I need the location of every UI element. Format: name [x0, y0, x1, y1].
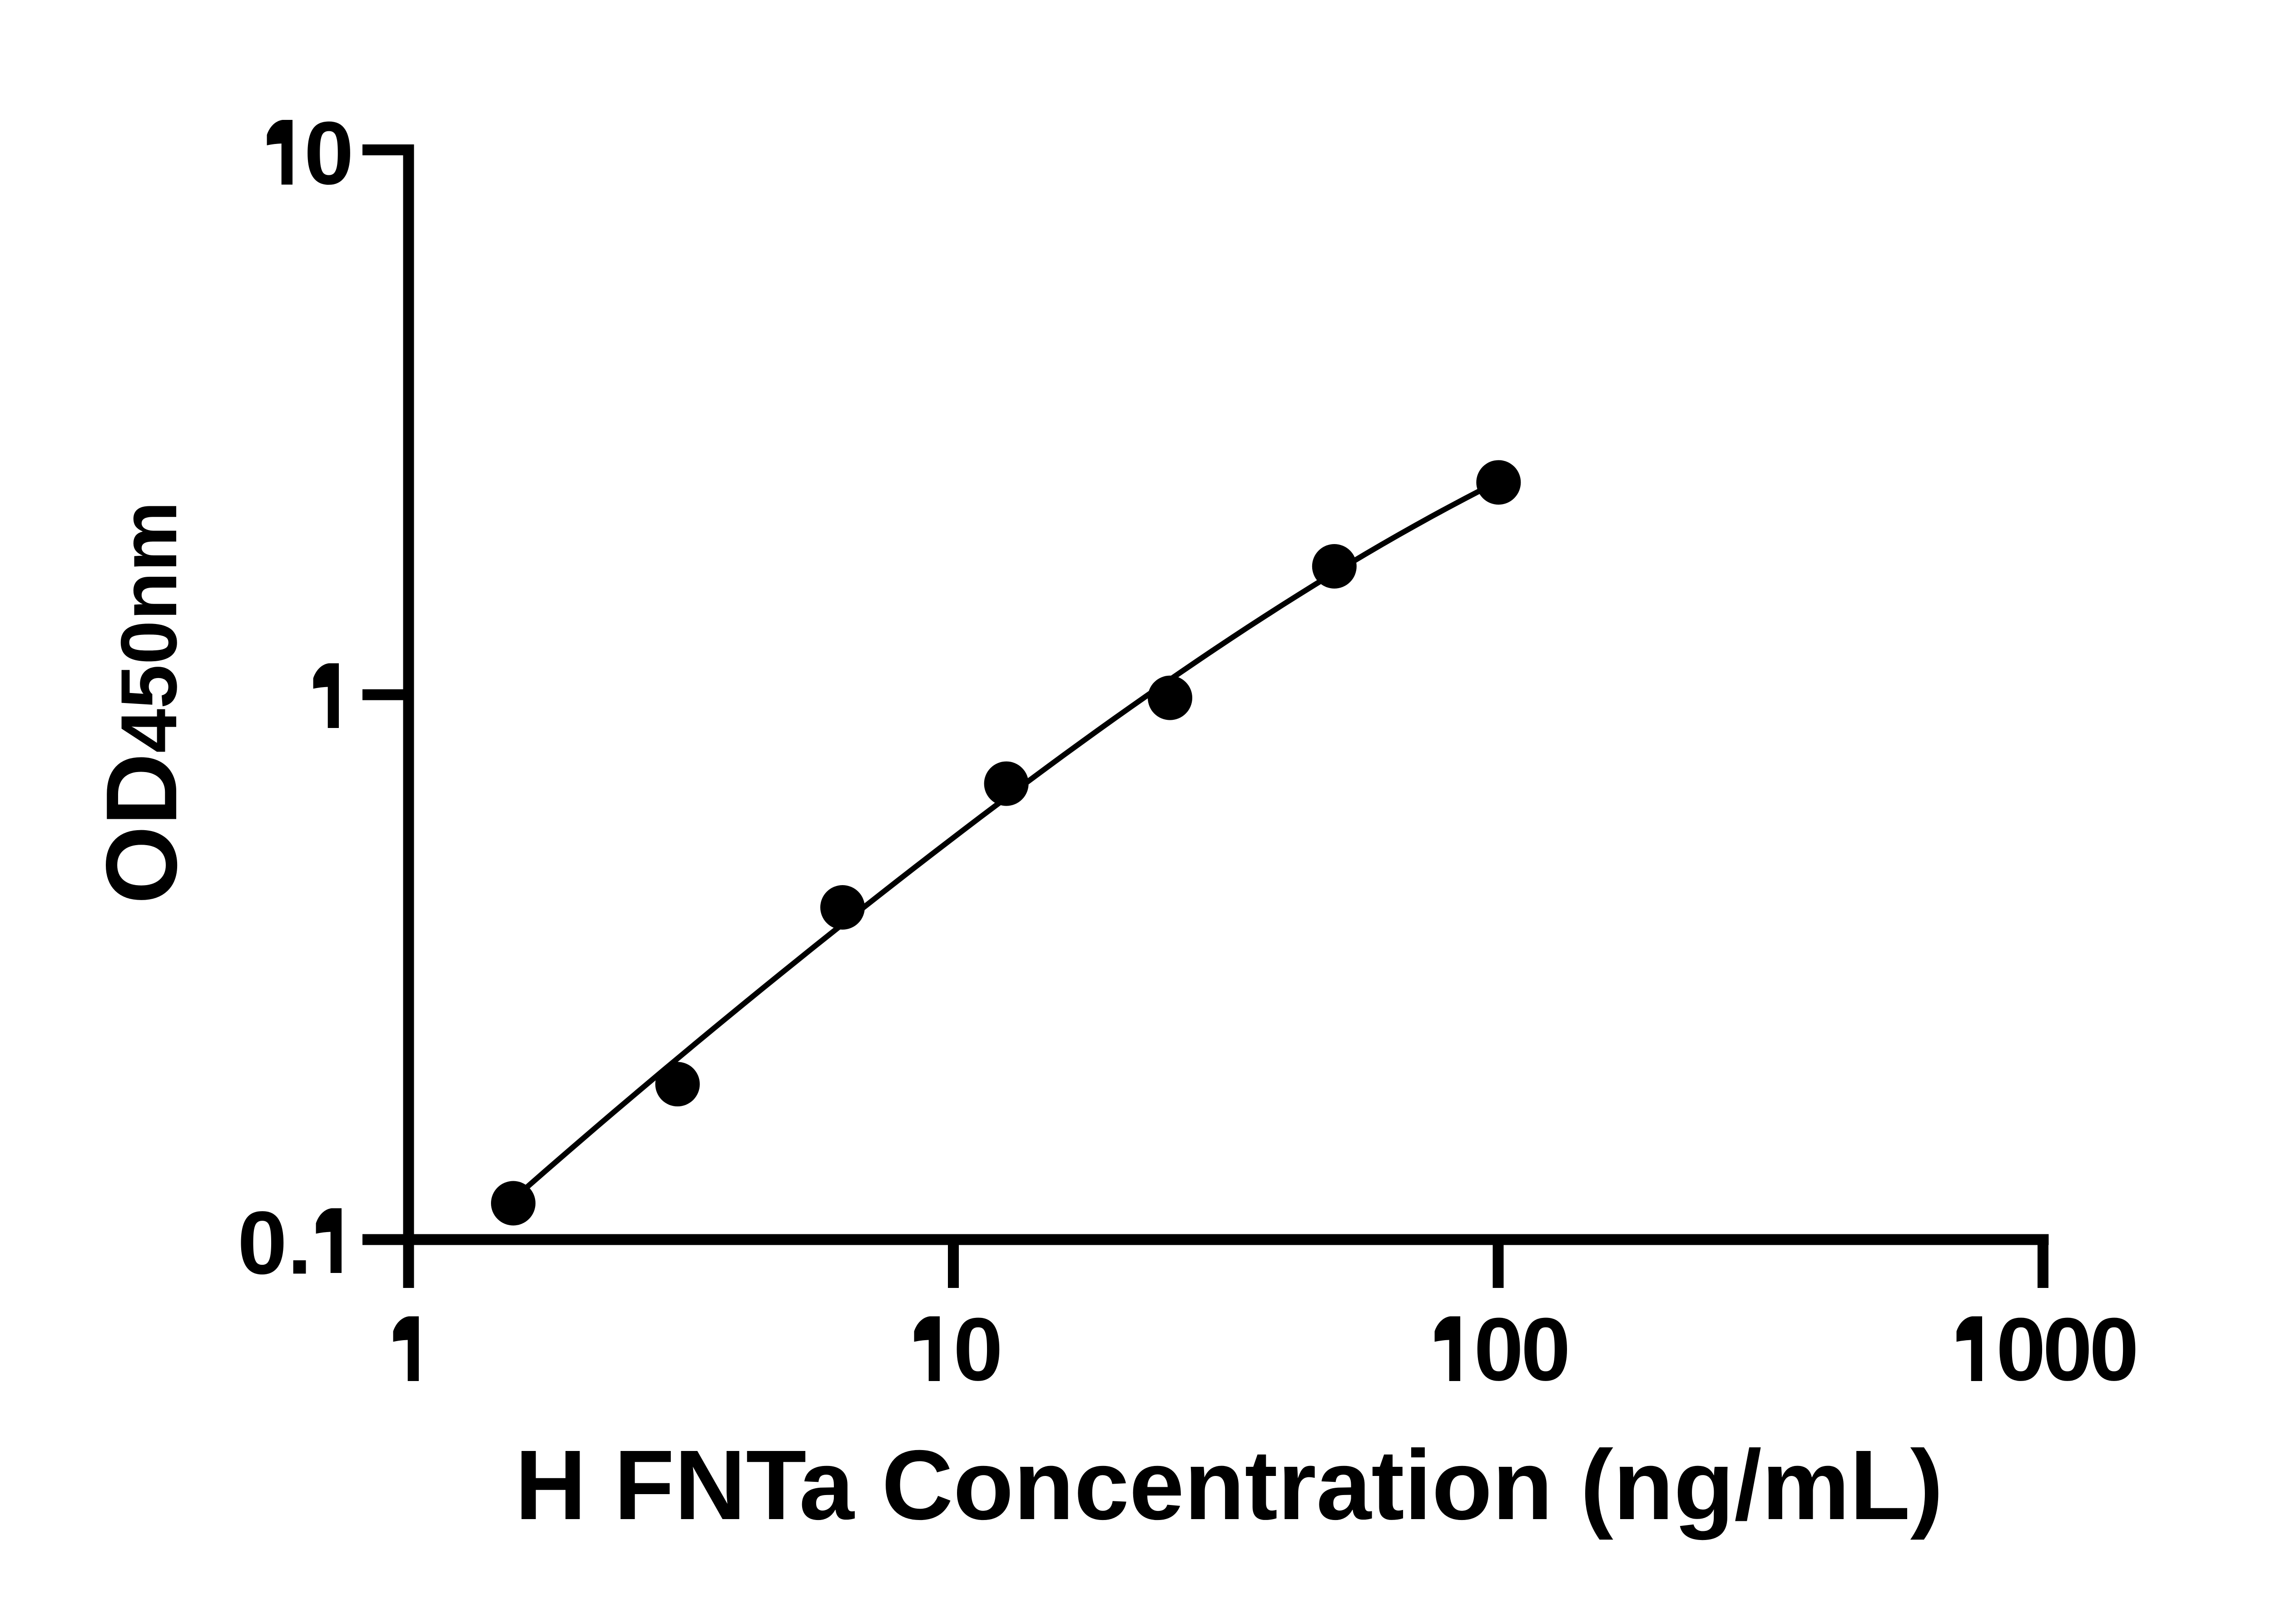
svg-text:00: 00	[1474, 1299, 1568, 1399]
svg-text:0: 0	[304, 103, 354, 203]
svg-text:OD450nm: OD450nm	[85, 501, 198, 904]
svg-text:0.: 0.	[238, 1193, 312, 1293]
svg-text:H FNTa Concentration (ng/mL): H FNTa Concentration (ng/mL)	[515, 1430, 1944, 1540]
svg-text:0: 0	[953, 1299, 1003, 1399]
svg-text:000: 000	[1996, 1299, 2136, 1399]
